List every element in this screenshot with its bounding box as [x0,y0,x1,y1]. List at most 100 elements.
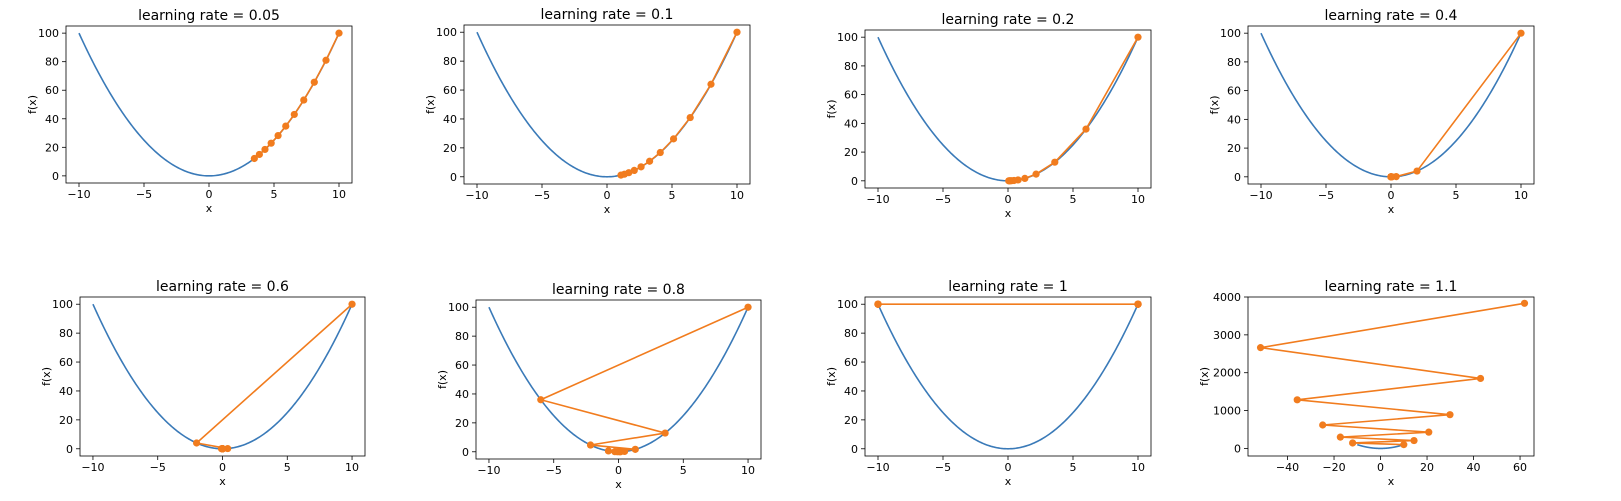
descent-point [1425,428,1433,436]
x-tick-label: 10 [730,189,744,202]
y-tick-label: 20 [844,414,858,427]
descent-point [1336,433,1344,441]
chart-title: learning rate = 0.6 [156,279,289,295]
descent-point [1520,299,1529,307]
descent-point [744,303,752,311]
y-tick-label: 80 [45,56,59,69]
descent-point [1032,170,1040,178]
y-tick-label: 100 [837,31,858,44]
x-tick-label: 10 [741,464,755,477]
chart-title: learning rate = 0.1 [541,7,674,23]
descent-point [669,135,678,143]
y-tick-label: 0 [462,446,469,459]
function-curve [1357,443,1405,450]
x-tick-label: −10 [866,193,889,206]
descent-point [1134,33,1142,41]
x-tick-label: 40 [1467,461,1481,474]
x-tick-label: −10 [81,461,104,474]
y-tick-label: 80 [1227,56,1241,69]
descent-point [255,150,263,159]
y-tick-label: 0 [450,171,457,184]
descent-point [1293,396,1301,404]
descent-path [194,303,353,450]
x-tick-label: 20 [1420,461,1434,474]
chart-title: learning rate = 1 [948,279,1068,295]
descent-point [310,78,318,86]
descent-path [253,32,340,160]
y-tick-label: 60 [59,356,73,369]
y-tick-label: 1000 [1213,405,1241,418]
y-axis-label: f(x) [825,367,838,386]
x-tick-label: −10 [67,188,90,201]
y-tick-label: 40 [443,113,457,126]
x-axis-label: x [206,202,213,215]
descent-path [1260,302,1525,446]
descent-point [261,145,269,154]
descent-point [335,29,343,37]
y-tick-label: 20 [455,417,469,430]
descent-point [631,445,639,453]
descent-path [620,31,738,176]
x-tick-label: 0 [1005,193,1012,206]
descent-point [1476,374,1485,383]
y-tick-label: 3000 [1213,329,1241,342]
y-tick-label: 20 [844,146,858,159]
chart-title: learning rate = 0.8 [552,282,685,298]
chart-panel-3: learning rate = 0.2−10 −5 0 5 10020406080100… [825,12,1152,220]
chart-panel-4: learning rate = 0.4−10 −5 0 5 10020406080100… [1208,8,1535,216]
descent-point [617,171,625,179]
y-tick-label: 0 [66,443,73,456]
x-tick-label: −5 [1318,189,1334,202]
chart-title: learning rate = 0.4 [1325,8,1458,24]
descent-point [1349,439,1357,447]
descent-point [1051,158,1059,166]
x-axis-label: x [1388,203,1395,216]
x-tick-label: 5 [1453,189,1460,202]
y-axis-label: f(x) [825,100,838,119]
axes-frame [65,25,353,184]
descent-point [1446,411,1454,419]
x-tick-label: −5 [546,464,562,477]
chart-panel-5: learning rate = 0.6−10 −5 0 5 10020406080100… [40,279,366,488]
x-tick-label: −10 [477,464,500,477]
y-axis-label: f(x) [1198,367,1211,386]
axes-frame [864,29,1152,189]
descent-point [874,300,882,308]
y-axis-label: f(x) [436,370,449,389]
descent-point [637,163,645,171]
y-tick-label: 60 [844,89,858,102]
descent-point [1410,436,1418,445]
y-axis-label: f(x) [424,95,437,114]
descent-point [322,56,330,64]
descent-point [630,166,638,175]
descent-path [538,306,749,453]
x-tick-label: −5 [150,461,166,474]
x-tick-label: −10 [866,461,889,474]
x-tick-label: −10 [1249,189,1272,202]
descent-point [1005,177,1013,185]
descent-point [1319,421,1327,429]
x-tick-label: 60 [1513,461,1527,474]
x-tick-label: 0 [1005,461,1012,474]
y-tick-label: 100 [837,298,858,311]
descent-point [615,448,623,456]
x-tick-label: 10 [1131,193,1145,206]
x-tick-label: −40 [1276,461,1299,474]
y-tick-label: 60 [443,84,457,97]
y-tick-label: 40 [844,117,858,130]
chart-panel-8: learning rate = 1.1 −40 −20 0 20 40 60 0 1000 200… [1198,279,1535,488]
descent-point [661,429,669,437]
descent-point [282,122,290,130]
descent-point [250,154,258,163]
function-curve [877,36,1139,182]
chart-panel-2: learning rate = 0.1−10 −5 0 5 10020406080100… [424,7,751,216]
x-axis-label: x [1005,207,1012,220]
y-tick-label: 20 [443,142,457,155]
y-tick-label: 80 [844,60,858,73]
descent-point [1387,173,1395,181]
x-axis-label: x [1005,475,1012,488]
x-tick-label: 0 [615,464,622,477]
x-tick-label: 5 [284,461,291,474]
x-tick-label: 0 [206,188,213,201]
